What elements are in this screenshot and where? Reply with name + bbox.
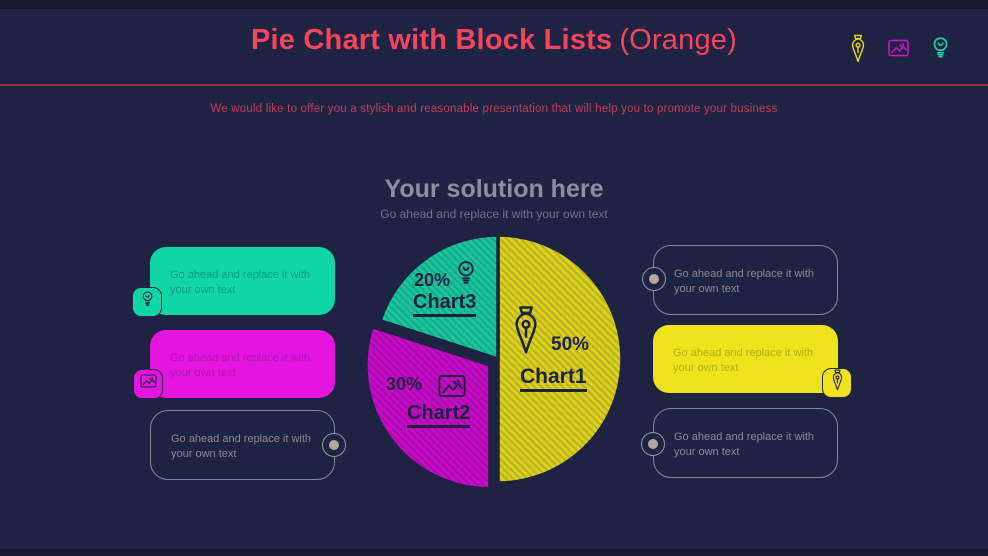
text-block-right-3[interactable]: Go ahead and replace it with your own te… (641, 408, 838, 478)
pie-label-chart2: Chart2 (407, 403, 471, 428)
image-icon (883, 36, 914, 60)
pie-chart[interactable] (358, 219, 638, 499)
page-title: Pie Chart with Block Lists (Orange) (0, 24, 988, 57)
page-title-main: Pie Chart with Block Lists (251, 24, 613, 56)
solution-title: Your solution here (384, 175, 604, 203)
dot-marker (322, 433, 346, 457)
pie-slice-chart1 (498, 235, 622, 483)
slide-subtitle: We would like to offer you a stylish and… (210, 103, 778, 115)
pen-icon (846, 34, 870, 63)
text-block-right-2[interactable]: Go ahead and replace it with your own te… (653, 325, 852, 398)
pen-icon-badge (822, 368, 852, 398)
header-icons (846, 33, 954, 63)
pie-value-chart3: 20% (414, 270, 451, 290)
block-text: Go ahead and replace it with your own te… (673, 347, 814, 375)
pie-slice-chart2 (365, 326, 490, 489)
dot-marker (642, 267, 666, 291)
bulb-icon (138, 288, 157, 315)
pie-value-chart2: 30% (386, 374, 423, 394)
block-text: Go ahead and replace it with your own te… (674, 431, 815, 459)
bulb-icon (927, 33, 954, 63)
solution-subtitle: Go ahead and replace it with your own te… (380, 207, 608, 221)
text-block-left-3[interactable]: Go ahead and replace it with your own te… (150, 410, 346, 480)
dot-marker (641, 432, 665, 456)
image-icon (433, 370, 471, 402)
text-block-left-2[interactable]: Go ahead and replace it with your own te… (133, 330, 335, 399)
pie-slice-chart3 (380, 235, 498, 359)
image-icon-badge (133, 369, 163, 399)
pie-value-chart1: 50% (551, 334, 590, 355)
text-block-left-1[interactable]: Go ahead and replace it with your own te… (132, 247, 335, 317)
pie-label-chart1: Chart1 (520, 365, 587, 393)
pen-icon (506, 303, 546, 357)
block-text: Go ahead and replace it with your own te… (171, 433, 312, 461)
bottom-bar (0, 549, 988, 556)
pie-label-chart3: Chart3 (413, 292, 477, 317)
text-block-right-1[interactable]: Go ahead and replace it with your own te… (642, 245, 838, 315)
pen-icon (828, 369, 847, 396)
bulb-icon-badge (132, 287, 162, 317)
block-text: Go ahead and replace it with your own te… (170, 352, 311, 380)
image-icon (139, 370, 158, 397)
top-bar (0, 0, 988, 9)
page-title-accent: (Orange) (619, 24, 737, 56)
bulb-icon (451, 254, 481, 292)
block-text: Go ahead and replace it with your own te… (170, 269, 311, 297)
block-text: Go ahead and replace it with your own te… (674, 268, 815, 296)
header-divider (0, 84, 988, 86)
